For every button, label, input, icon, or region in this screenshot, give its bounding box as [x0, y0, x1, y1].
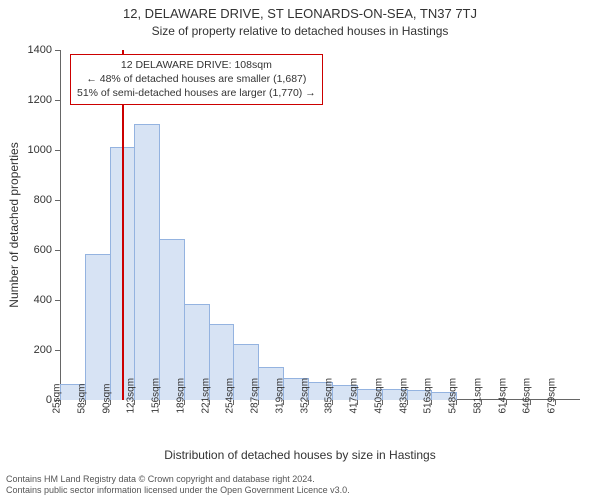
y-tick [55, 300, 60, 301]
y-tick [55, 100, 60, 101]
footer-line-1: Contains HM Land Registry data © Crown c… [6, 474, 350, 485]
histogram-bar [85, 254, 111, 400]
y-tick [55, 250, 60, 251]
info-box-line: 51% of semi-detached houses are larger (… [77, 86, 316, 100]
chart-title-line1: 12, DELAWARE DRIVE, ST LEONARDS-ON-SEA, … [0, 6, 600, 21]
y-tick-label: 800 [12, 194, 52, 206]
y-tick-label: 0 [12, 394, 52, 406]
x-axis-label: Distribution of detached houses by size … [0, 448, 600, 462]
y-tick [55, 200, 60, 201]
y-tick [55, 350, 60, 351]
y-tick [55, 150, 60, 151]
chart-title-line2: Size of property relative to detached ho… [0, 24, 600, 38]
y-tick [55, 50, 60, 51]
info-box-line: 12 DELAWARE DRIVE: 108sqm [77, 58, 316, 72]
property-info-box: 12 DELAWARE DRIVE: 108sqm← 48% of detach… [70, 54, 323, 105]
y-axis-line [60, 50, 61, 400]
histogram-bar [134, 124, 160, 400]
y-tick-label: 200 [12, 344, 52, 356]
histogram-plot: 020040060080010001200140025sqm58sqm90sqm… [60, 50, 580, 400]
y-tick-label: 1200 [12, 94, 52, 106]
footer-attribution: Contains HM Land Registry data © Crown c… [6, 474, 350, 497]
info-box-line: ← 48% of detached houses are smaller (1,… [77, 72, 316, 86]
y-tick-label: 1000 [12, 144, 52, 156]
footer-line-2: Contains public sector information licen… [6, 485, 350, 496]
y-axis-label: Number of detached properties [7, 142, 21, 307]
y-tick-label: 400 [12, 294, 52, 306]
histogram-bar [159, 239, 185, 400]
y-tick-label: 600 [12, 244, 52, 256]
y-tick-label: 1400 [12, 44, 52, 56]
